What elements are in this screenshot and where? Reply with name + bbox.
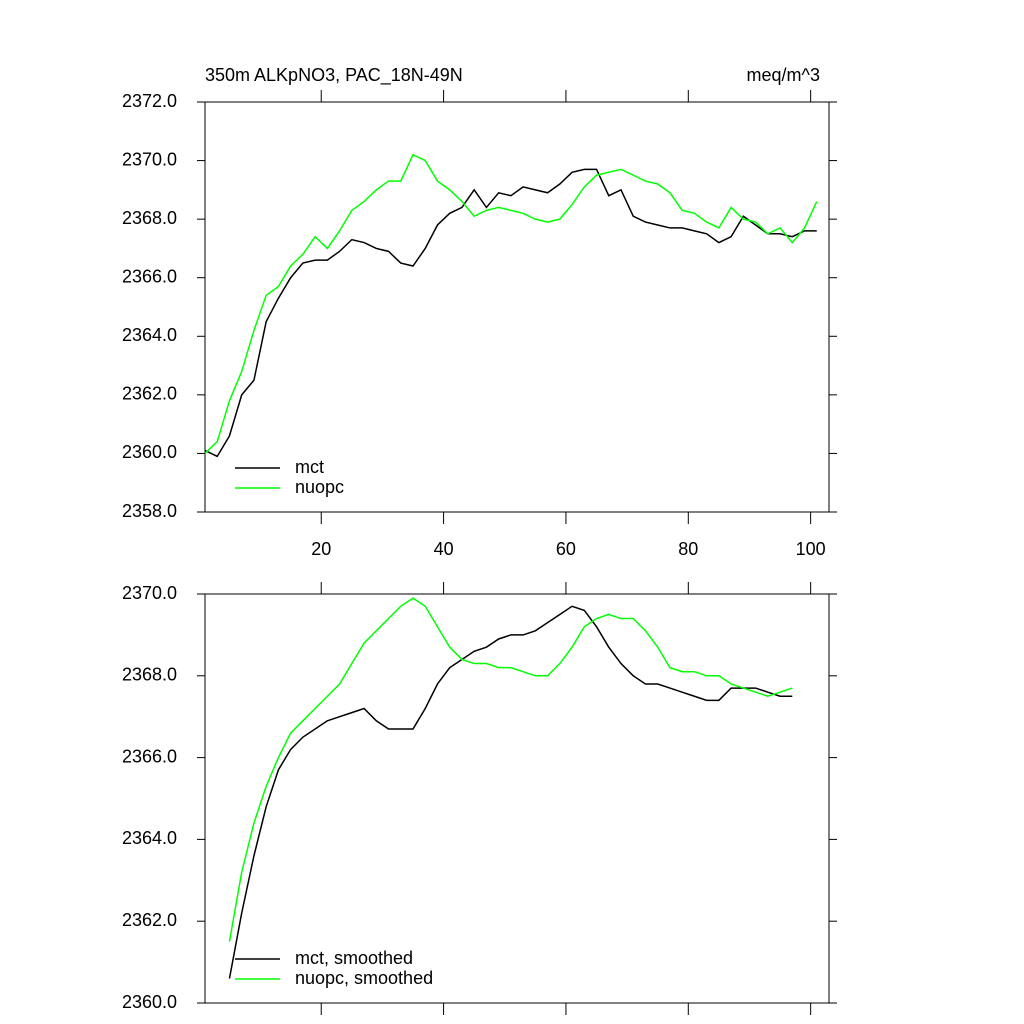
data-line	[228, 597, 793, 942]
units-label: meq/m^3	[747, 65, 820, 85]
y-tick-label: 2358.0	[122, 501, 177, 521]
legend-label: mct	[295, 457, 324, 477]
y-tick-label: 2372.0	[122, 91, 177, 111]
legend-label: nuopc, smoothed	[295, 968, 433, 988]
y-tick-label: 2370.0	[122, 583, 177, 603]
plot-frame	[204, 101, 830, 513]
legend-label: mct, smoothed	[295, 948, 413, 968]
x-tick-label: 40	[434, 539, 454, 559]
data-line	[204, 168, 817, 458]
plot-frame	[204, 593, 830, 1004]
y-tick-label: 2364.0	[122, 828, 177, 848]
chart-title: 350m ALKpNO3, PAC_18N-49N	[205, 65, 463, 86]
legend-label: nuopc	[295, 477, 344, 497]
y-tick-label: 2368.0	[122, 208, 177, 228]
y-tick-label: 2366.0	[122, 746, 177, 766]
x-tick-label: 80	[678, 539, 698, 559]
x-tick-label: 100	[796, 539, 826, 559]
y-tick-label: 2360.0	[122, 992, 177, 1012]
y-tick-label: 2360.0	[122, 442, 177, 462]
y-tick-label: 2368.0	[122, 665, 177, 685]
data-line	[204, 153, 818, 454]
y-tick-label: 2366.0	[122, 266, 177, 286]
y-tick-label: 2364.0	[122, 325, 177, 345]
x-tick-label: 20	[311, 539, 331, 559]
data-line	[228, 605, 793, 979]
y-tick-label: 2362.0	[122, 384, 177, 404]
y-tick-label: 2362.0	[122, 910, 177, 930]
x-tick-label: 60	[556, 539, 576, 559]
y-tick-label: 2370.0	[122, 149, 177, 169]
